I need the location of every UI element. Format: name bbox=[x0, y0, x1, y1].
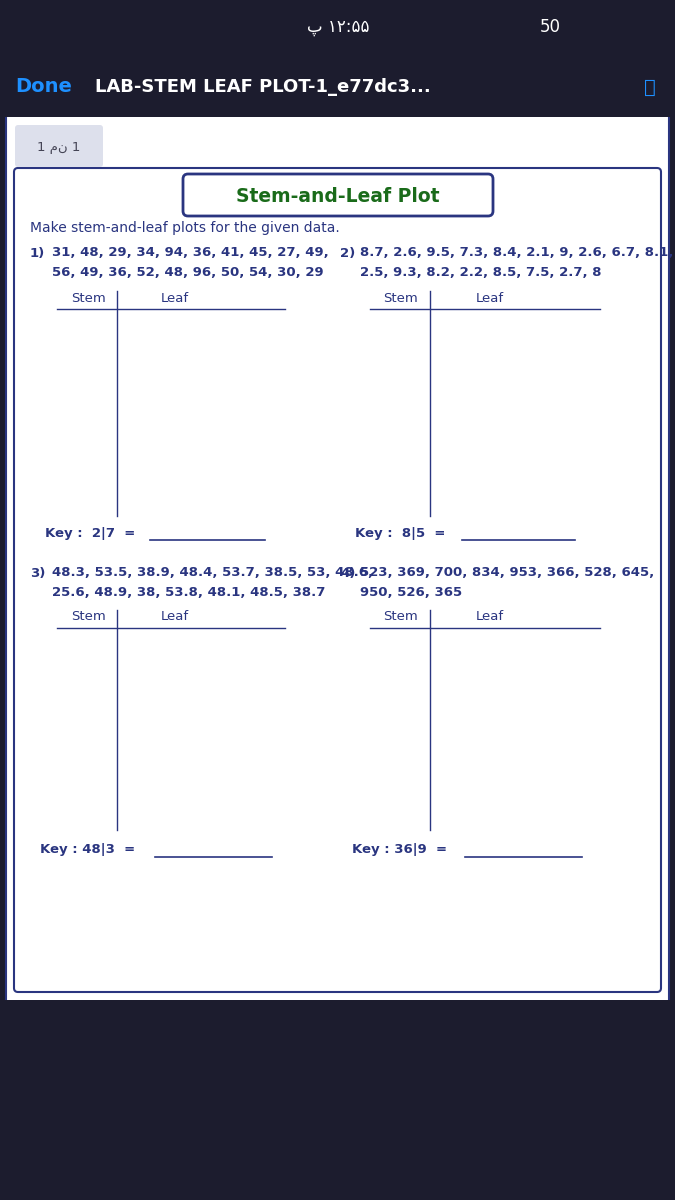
Text: 2): 2) bbox=[340, 246, 355, 259]
Text: Key :  8|5  =: Key : 8|5 = bbox=[355, 527, 446, 540]
Text: 3): 3) bbox=[30, 566, 45, 580]
Text: Stem: Stem bbox=[71, 292, 105, 305]
Text: Stem: Stem bbox=[71, 611, 105, 624]
Text: پ ۱۲:۵۵: پ ۱۲:۵۵ bbox=[306, 18, 369, 36]
Text: 56, 49, 36, 52, 48, 96, 50, 54, 30, 29: 56, 49, 36, 52, 48, 96, 50, 54, 30, 29 bbox=[52, 265, 323, 278]
Bar bbox=[0, 52, 675, 116]
Text: 523, 369, 700, 834, 953, 366, 528, 645,: 523, 369, 700, 834, 953, 366, 528, 645, bbox=[360, 566, 654, 580]
Text: Stem-and-Leaf Plot: Stem-and-Leaf Plot bbox=[236, 186, 439, 205]
Text: ⎙: ⎙ bbox=[644, 78, 656, 96]
Text: Leaf: Leaf bbox=[476, 292, 504, 305]
Text: Leaf: Leaf bbox=[476, 611, 504, 624]
Text: 4): 4) bbox=[340, 566, 355, 580]
Text: Stem: Stem bbox=[383, 611, 417, 624]
Text: Stem: Stem bbox=[383, 292, 417, 305]
Text: 25.6, 48.9, 38, 53.8, 48.1, 48.5, 38.7: 25.6, 48.9, 38, 53.8, 48.1, 48.5, 38.7 bbox=[52, 586, 325, 599]
Text: 50: 50 bbox=[539, 18, 560, 36]
Text: 8.7, 2.6, 9.5, 7.3, 8.4, 2.1, 9, 2.6, 6.7, 8.1,: 8.7, 2.6, 9.5, 7.3, 8.4, 2.1, 9, 2.6, 6.… bbox=[360, 246, 674, 259]
Text: Key :  2|7  =: Key : 2|7 = bbox=[45, 527, 135, 540]
Text: 48.3, 53.5, 38.9, 48.4, 53.7, 38.5, 53, 48.6,: 48.3, 53.5, 38.9, 48.4, 53.7, 38.5, 53, … bbox=[52, 566, 373, 580]
Text: Done: Done bbox=[15, 78, 72, 96]
Text: 2.5, 9.3, 8.2, 2.2, 8.5, 7.5, 2.7, 8: 2.5, 9.3, 8.2, 2.2, 8.5, 7.5, 2.7, 8 bbox=[360, 265, 601, 278]
FancyBboxPatch shape bbox=[15, 125, 103, 167]
FancyBboxPatch shape bbox=[6, 113, 669, 1004]
Text: Leaf: Leaf bbox=[161, 611, 189, 624]
Text: Key : 48|3  =: Key : 48|3 = bbox=[40, 844, 135, 857]
Bar bbox=[0, 0, 675, 52]
Text: Make stem-and-leaf plots for the given data.: Make stem-and-leaf plots for the given d… bbox=[30, 221, 340, 235]
Bar bbox=[0, 1000, 675, 1200]
Text: 1): 1) bbox=[30, 246, 45, 259]
Text: Key : 36|9  =: Key : 36|9 = bbox=[352, 844, 447, 857]
Text: 31, 48, 29, 34, 94, 36, 41, 45, 27, 49,: 31, 48, 29, 34, 94, 36, 41, 45, 27, 49, bbox=[52, 246, 329, 259]
Text: LAB-STEM LEAF PLOT-1_e77dc3...: LAB-STEM LEAF PLOT-1_e77dc3... bbox=[95, 78, 431, 96]
Text: 950, 526, 365: 950, 526, 365 bbox=[360, 586, 462, 599]
Text: 1 من 1: 1 من 1 bbox=[37, 140, 81, 154]
Text: Leaf: Leaf bbox=[161, 292, 189, 305]
FancyBboxPatch shape bbox=[183, 174, 493, 216]
